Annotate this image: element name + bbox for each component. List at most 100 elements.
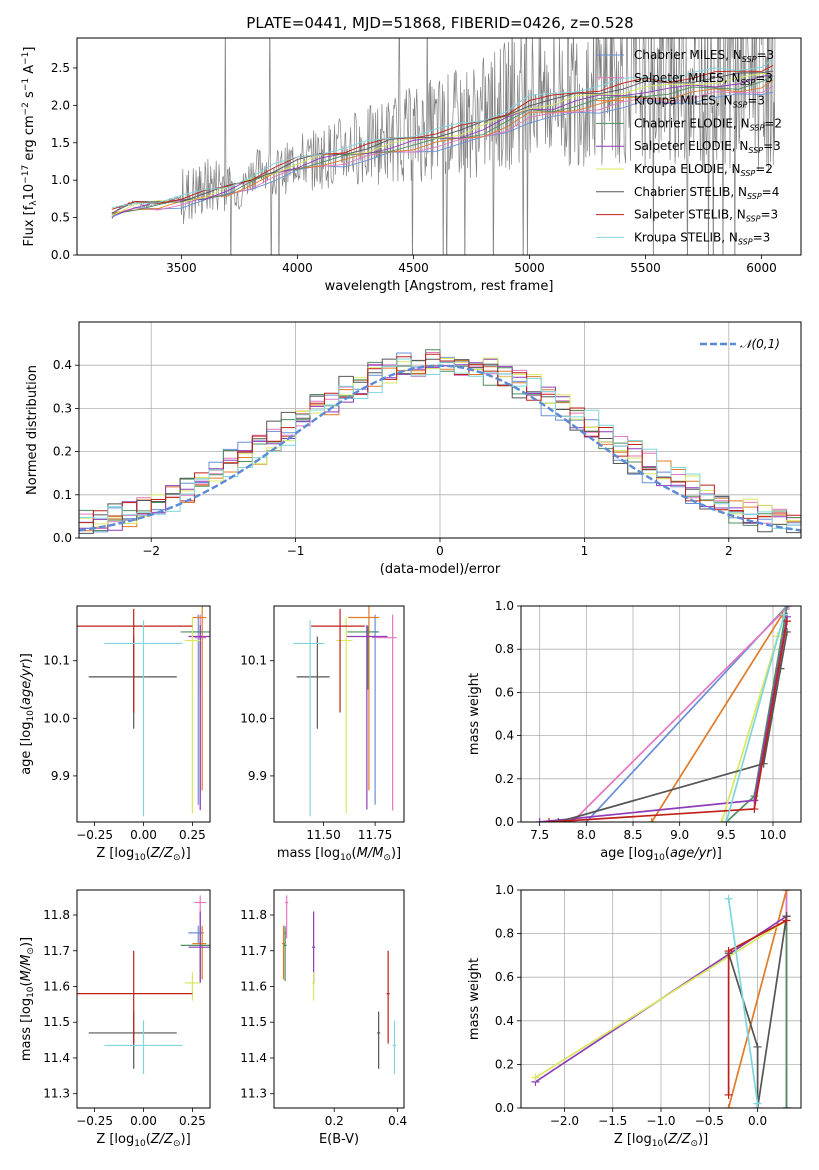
tspan: Z [log [96,846,134,861]
y-tick-label: 11.4 [43,1051,70,1065]
weight-marker-5 [531,1073,540,1082]
plot-area [521,606,801,822]
x-tick-label: 0.00 [130,828,157,842]
tspan: =3 [763,139,781,153]
tspan: Chabrier STELIB, N [634,185,747,199]
legend-entry: 𝒩(0,1) [740,337,780,351]
plot-area [77,895,210,1075]
x-axis-label: wavelength [Angstrom, rest frame] [325,279,554,294]
legend-entry: Chabrier MILES, NSSP=3 [634,48,774,64]
x-tick-label: 1 [581,544,589,558]
tspan: Kroupa MILES, N [634,94,733,108]
tspan: )] [181,846,191,861]
weight-marker-7 [724,947,733,956]
y-tick-label: 10.0 [240,711,267,725]
tspan: Z [log [614,1132,652,1147]
tspan: Z/Z [150,846,174,861]
weight-marker-7 [750,805,759,814]
y-tick-label: 11.8 [43,908,70,922]
legend-entry: Chabrier STELIB, NSSP=4 [634,185,779,201]
axes-frame [78,321,802,539]
y-tick-label: 0.4 [495,729,514,743]
x-tick-label: 5500 [630,261,661,275]
age-vs-mass-panel: 11.50 11.75 9.9 10.0 10.1 mass [log10(M/M⊙)] [240,605,405,863]
tspan: −1 [21,52,31,65]
plot-area [79,322,801,538]
weight-line-2 [650,614,784,822]
weight-marker-6 [759,759,768,768]
y-tick-label: 11.5 [43,1015,70,1029]
model-line-2 [111,79,774,214]
tspan: Z/Z [667,1132,691,1147]
weight-marker-8 [724,894,733,903]
mass-vs-ebv-panel: 0.2 0.4 11.3 11.4 11.5 11.6 11.7 11.8 E(B-V) [240,889,407,1147]
legend-entry: Salpeter ELODIE, NSSP=3 [634,139,781,155]
tspan: Flux [f [22,205,37,246]
x-axis-label: E(B-V) [319,1132,359,1147]
legend-entry: Kroupa MILES, NSSP=3 [634,94,765,110]
axes-frame [273,605,405,823]
x-tick-label: 2 [725,544,733,558]
tspan: ⊙ [690,1139,698,1149]
model-line-7 [111,65,774,210]
tspan: Salpeter MILES, N [634,71,741,85]
y-axis-label: Flux [fλ10−17 erg cm−2 s−1 A−1] [21,47,39,247]
tspan: ⊙ [173,1139,181,1149]
tspan: ( [19,705,34,710]
x-axis-label: (data-model)/error [380,562,501,577]
weight-line-8 [725,614,786,822]
figure-title: PLATE=0441, MJD=51868, FIBERID=0426, z=0… [246,14,633,32]
tspan: Z/Z [150,1132,174,1147]
weight-marker-2 [782,890,791,894]
tspan: ( [146,1132,151,1147]
weight-marker-7 [724,1090,733,1099]
tspan: −2 [21,102,31,115]
y-tick-label: 11.3 [240,1087,267,1101]
x-tick-label: 9.0 [670,828,689,842]
x-tick-label: 4000 [282,261,313,275]
tspan: ⊙ [173,853,181,863]
tspan: 10 [653,853,665,863]
y-tick-label: 2.5 [51,61,70,75]
x-tick-label: 6000 [746,261,777,275]
x-tick-label: 0 [436,544,444,558]
weight-vs-metallicity-panel: −2.0 −1.5 −1.0 −0.5 0.0 0.0 0.2 0.4 0.6 0.8 1.0 Z [… [467,883,802,1149]
tspan: Salpeter ELODIE, N [634,139,748,153]
tspan: mass [log [19,998,34,1061]
axes-frame [76,605,211,823]
tspan: SSP [746,215,761,224]
tspan: ( [19,981,34,986]
weight-vs-age-panel: 7.5 8.0 8.5 9.0 9.5 10.0 0.0 0.2 0.4 0.6 0.8 1.0 age… [467,599,802,863]
y-tick-label: 0.1 [53,488,72,502]
tspan: Kroupa STELIB, N [634,230,738,244]
x-tick-label: −2 [142,544,160,558]
tspan: SSP [741,169,756,178]
x-tick-label: 11.75 [358,828,392,842]
tspan: Z [log [96,1132,134,1147]
x-tick-label: 7.5 [530,828,549,842]
weight-marker-8 [753,1099,762,1108]
tspan: SSP [741,78,756,87]
y-tick-label: 10.1 [43,654,70,668]
x-tick-label: 9.5 [717,828,736,842]
spectrum-panel: 3500 4000 4500 5000 5500 6000 0.0 0.5 1.0 1.5 2.0 2… [21,37,802,294]
weight-marker-6 [776,664,785,673]
tspan: s [22,91,37,102]
spectrum-data-line [111,38,776,255]
y-tick-label: 11.4 [240,1051,267,1065]
x-tick-label: 10.0 [760,828,787,842]
x-tick-label: 0.25 [179,1114,206,1128]
y-tick-label: 1.0 [495,883,514,897]
tspan: A [22,65,37,78]
tspan: age/yr [670,846,713,861]
tspan: Chabrier MILES, N [634,48,742,62]
y-tick-label: 0.4 [495,1014,514,1028]
weight-marker-3 [783,606,791,610]
weight-marker-6 [753,1042,762,1051]
x-tick-label: 0.2 [325,1114,344,1128]
y-tick-label: 11.6 [240,979,267,993]
tspan: ( [146,846,151,861]
weight-marker-4 [750,796,759,805]
axes-frame [520,889,802,1109]
y-tick-label: 0.6 [495,970,514,984]
